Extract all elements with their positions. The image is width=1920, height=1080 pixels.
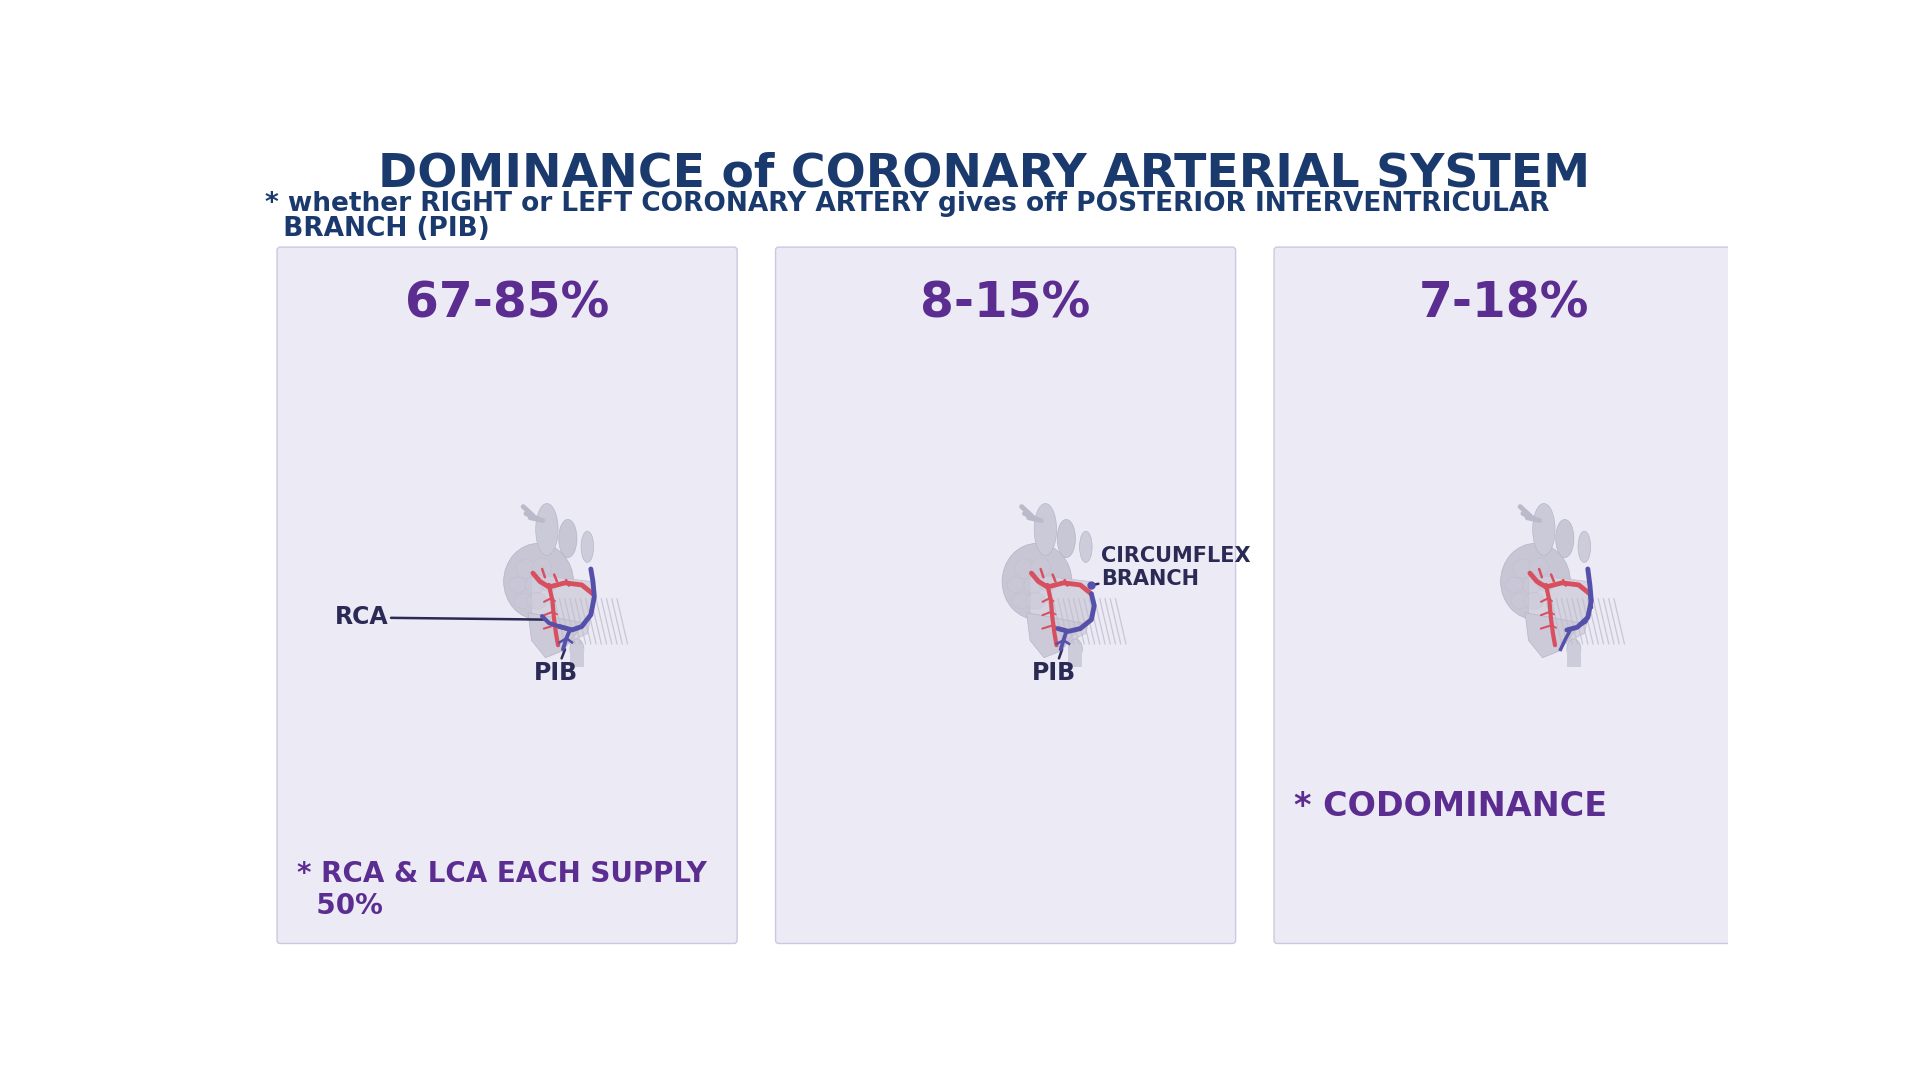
Text: * CODOMINANCE: * CODOMINANCE	[1294, 791, 1607, 823]
FancyBboxPatch shape	[276, 247, 737, 944]
Polygon shape	[1027, 612, 1083, 658]
Text: 8-15%: 8-15%	[920, 280, 1091, 327]
Polygon shape	[1524, 612, 1580, 658]
Ellipse shape	[1555, 519, 1574, 557]
Ellipse shape	[1079, 531, 1092, 563]
Bar	[1567, 649, 1580, 666]
Text: 67-85%: 67-85%	[405, 280, 609, 327]
Ellipse shape	[1023, 577, 1043, 594]
Ellipse shape	[1524, 593, 1544, 609]
Polygon shape	[1528, 575, 1592, 644]
Ellipse shape	[582, 531, 593, 563]
Ellipse shape	[1002, 543, 1071, 620]
Text: DOMINANCE of CORONARY ARTERIAL SYSTEM: DOMINANCE of CORONARY ARTERIAL SYSTEM	[378, 151, 1590, 197]
Ellipse shape	[528, 593, 547, 609]
Ellipse shape	[516, 559, 536, 579]
Text: RCA: RCA	[334, 606, 543, 630]
Bar	[1068, 649, 1083, 666]
Polygon shape	[1029, 575, 1092, 644]
Ellipse shape	[1014, 559, 1035, 579]
Ellipse shape	[1058, 519, 1075, 557]
Text: * whether RIGHT or LEFT CORONARY ARTERY gives off POSTERIOR INTERVENTRICULAR: * whether RIGHT or LEFT CORONARY ARTERY …	[265, 191, 1549, 217]
Ellipse shape	[1578, 531, 1590, 563]
Ellipse shape	[1035, 503, 1056, 555]
Text: BRANCH (PIB): BRANCH (PIB)	[265, 216, 490, 242]
Ellipse shape	[1567, 639, 1580, 660]
Ellipse shape	[515, 593, 532, 608]
FancyBboxPatch shape	[1275, 247, 1734, 944]
Ellipse shape	[503, 543, 574, 620]
Text: CIRCUMFLEX
BRANCH: CIRCUMFLEX BRANCH	[1092, 546, 1250, 590]
Text: 7-18%: 7-18%	[1419, 280, 1590, 327]
Ellipse shape	[1025, 593, 1044, 609]
Ellipse shape	[509, 578, 526, 593]
Ellipse shape	[526, 577, 545, 594]
Text: * RCA & LCA EACH SUPPLY
  50%: * RCA & LCA EACH SUPPLY 50%	[298, 860, 707, 920]
Ellipse shape	[1511, 593, 1528, 608]
Bar	[570, 649, 584, 666]
FancyBboxPatch shape	[776, 247, 1236, 944]
Ellipse shape	[1501, 543, 1571, 620]
Ellipse shape	[1532, 503, 1555, 555]
Ellipse shape	[536, 503, 559, 555]
Ellipse shape	[1031, 558, 1050, 578]
Ellipse shape	[1523, 577, 1542, 594]
Ellipse shape	[1536, 575, 1555, 591]
Text: PIB: PIB	[534, 649, 578, 685]
Ellipse shape	[1039, 575, 1056, 591]
Ellipse shape	[559, 519, 576, 557]
Text: PIB: PIB	[1031, 649, 1075, 685]
Ellipse shape	[540, 575, 559, 591]
Ellipse shape	[1008, 578, 1025, 593]
Ellipse shape	[570, 639, 584, 660]
Ellipse shape	[1505, 578, 1523, 593]
Ellipse shape	[1528, 558, 1549, 578]
Ellipse shape	[1068, 639, 1083, 660]
Ellipse shape	[1513, 559, 1532, 579]
Ellipse shape	[532, 558, 551, 578]
Polygon shape	[532, 575, 595, 644]
Polygon shape	[528, 612, 584, 658]
Ellipse shape	[1012, 593, 1031, 608]
